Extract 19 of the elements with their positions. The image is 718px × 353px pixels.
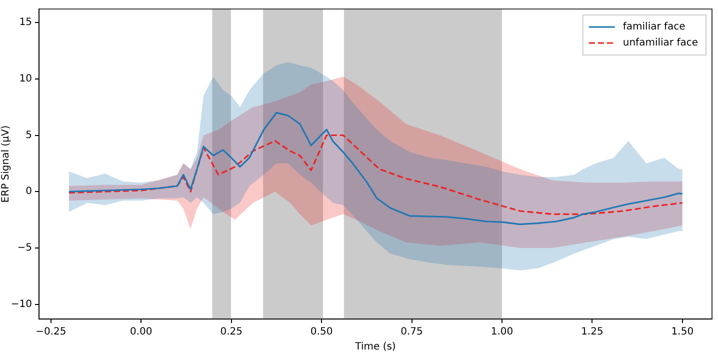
x-tick-label: −0.25 bbox=[36, 326, 66, 338]
x-tick-label: 0.50 bbox=[310, 326, 333, 338]
y-axis-title: ERP Signal (μV) bbox=[0, 125, 12, 203]
line-series bbox=[68, 134, 684, 215]
x-tick-label: 1.25 bbox=[581, 326, 604, 338]
legend-label: familiar face bbox=[622, 22, 686, 33]
legend-label: unfamiliar face bbox=[622, 38, 698, 49]
x-tick-label: 1.00 bbox=[490, 326, 514, 338]
x-axis-title: Time (s) bbox=[354, 342, 396, 353]
y-tick-label: 15 bbox=[19, 17, 32, 28]
y-tick-label: 5 bbox=[26, 130, 32, 141]
y-tick-label: 10 bbox=[19, 73, 32, 84]
x-tick-label: 0.75 bbox=[400, 326, 423, 338]
y-tick-label: −5 bbox=[17, 242, 32, 254]
x-tick-label: 1.50 bbox=[671, 326, 694, 338]
y-tick-label: −10 bbox=[10, 298, 32, 310]
x-tick-label: 0.25 bbox=[220, 326, 242, 338]
x-tick-label: 0.00 bbox=[130, 326, 152, 338]
y-tick-label: 0 bbox=[26, 186, 32, 198]
